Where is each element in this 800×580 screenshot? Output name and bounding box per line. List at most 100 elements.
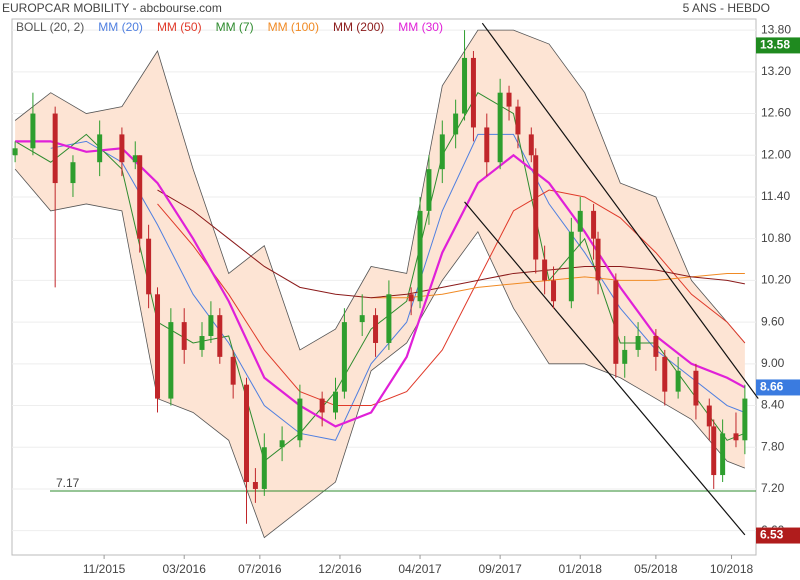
chart-title: EUROPCAR MOBILITY - abcbourse.com — [2, 1, 222, 15]
candle-body — [373, 315, 379, 343]
candle-body — [706, 405, 712, 427]
price-marker-label: 6.53 — [760, 528, 784, 542]
y-tick-label: 11.40 — [761, 189, 790, 203]
x-tick-label: 12/2016 — [318, 562, 362, 576]
candle-body — [332, 391, 338, 413]
candle-body — [181, 322, 187, 350]
candle-body — [155, 294, 161, 399]
x-tick-label: 03/2016 — [163, 562, 207, 576]
candle-body — [497, 92, 503, 163]
candle-body — [319, 398, 325, 413]
candle-body — [533, 155, 539, 260]
candle-body — [720, 433, 726, 476]
candle-body — [279, 440, 285, 448]
trend-line — [481, 22, 759, 399]
y-tick-label: 9.60 — [761, 314, 785, 328]
candle-body — [613, 280, 619, 364]
legend-entry: MM (200) — [333, 20, 384, 34]
candle-body — [470, 57, 476, 128]
y-tick-label: 13.20 — [761, 64, 791, 78]
x-tick-label: 07/2016 — [238, 562, 282, 576]
y-tick-label: 7.80 — [761, 439, 785, 453]
candle-body — [568, 231, 574, 302]
candle-body — [711, 426, 717, 476]
legend-entry: MM (100) — [268, 20, 319, 34]
candle-body — [208, 315, 214, 337]
candle-body — [675, 370, 681, 392]
price-marker-label: 8.66 — [760, 380, 784, 394]
bollinger-upper — [14, 29, 746, 351]
candle-body — [662, 356, 668, 392]
candle-body — [577, 210, 583, 232]
candle-body — [199, 336, 205, 350]
moving-average — [371, 272, 745, 299]
y-tick-label: 9.00 — [761, 356, 785, 370]
candle-body — [297, 398, 303, 441]
moving-average — [157, 189, 746, 407]
y-tick-label: 12.00 — [761, 147, 791, 161]
candle-body — [439, 134, 445, 170]
y-tick-label: 10.80 — [761, 231, 791, 245]
support-label: 7.17 — [56, 476, 80, 490]
y-tick-label: 10.20 — [761, 273, 791, 287]
x-tick-label: 10/2018 — [710, 562, 754, 576]
candle-body — [97, 134, 103, 163]
candle-body — [595, 238, 601, 281]
candle-body — [635, 336, 641, 350]
candle-body — [217, 315, 223, 357]
bollinger-lower — [14, 168, 746, 539]
candle-body — [653, 336, 659, 357]
candle-body — [426, 169, 432, 211]
candle-body — [168, 322, 174, 399]
candle-body — [252, 482, 258, 489]
legend-entry: MM (20) — [98, 20, 143, 34]
legend-entry: MM (7) — [216, 20, 254, 34]
candle-body — [693, 370, 699, 406]
chart-subtitle: 5 ANS - HEBDO — [683, 1, 770, 15]
candle-body — [119, 134, 125, 163]
candle-body — [462, 57, 468, 114]
candle-body — [386, 294, 392, 343]
price-marker — [756, 527, 800, 544]
candle-body — [230, 356, 236, 385]
candle-body — [244, 384, 250, 483]
plot-frame — [11, 18, 757, 556]
y-tick-label: 12.60 — [761, 106, 791, 120]
x-tick-label: 01/2018 — [559, 562, 603, 576]
y-tick-label: 8.40 — [761, 398, 785, 412]
candle-body — [622, 349, 628, 364]
candle-body — [12, 148, 18, 156]
candle-body — [70, 162, 76, 184]
legend-entry: BOLL (20, 2) — [16, 20, 84, 34]
candle-body — [506, 92, 512, 107]
x-tick-label: 04/2017 — [398, 562, 442, 576]
candle-body — [484, 127, 490, 163]
bollinger-band — [15, 30, 745, 538]
y-tick-label: 7.20 — [761, 481, 785, 495]
candle-body — [52, 113, 58, 184]
legend-entry: MM (30) — [398, 20, 443, 34]
candle-body — [341, 322, 347, 392]
candle-body — [551, 280, 557, 302]
candle-body — [417, 210, 423, 302]
y-tick-label: 13.80 — [761, 22, 791, 36]
candle-body — [408, 294, 414, 302]
candle-body — [453, 113, 459, 135]
legend-entry: MM (50) — [157, 20, 202, 34]
candle-body — [591, 210, 597, 239]
candle-body — [733, 433, 739, 441]
x-tick-label: 09/2017 — [478, 562, 522, 576]
candle-body — [137, 155, 143, 239]
trend-line — [464, 201, 746, 536]
price-marker — [756, 379, 800, 396]
candle-body — [542, 259, 548, 281]
x-tick-label: 11/2015 — [83, 562, 126, 576]
price-marker-label: 13.58 — [760, 38, 790, 52]
moving-average — [50, 133, 746, 441]
candle-body — [146, 238, 152, 295]
candle-body — [132, 155, 138, 163]
price-marker — [756, 37, 800, 54]
candle-body — [261, 447, 267, 489]
candle-body — [528, 134, 534, 156]
